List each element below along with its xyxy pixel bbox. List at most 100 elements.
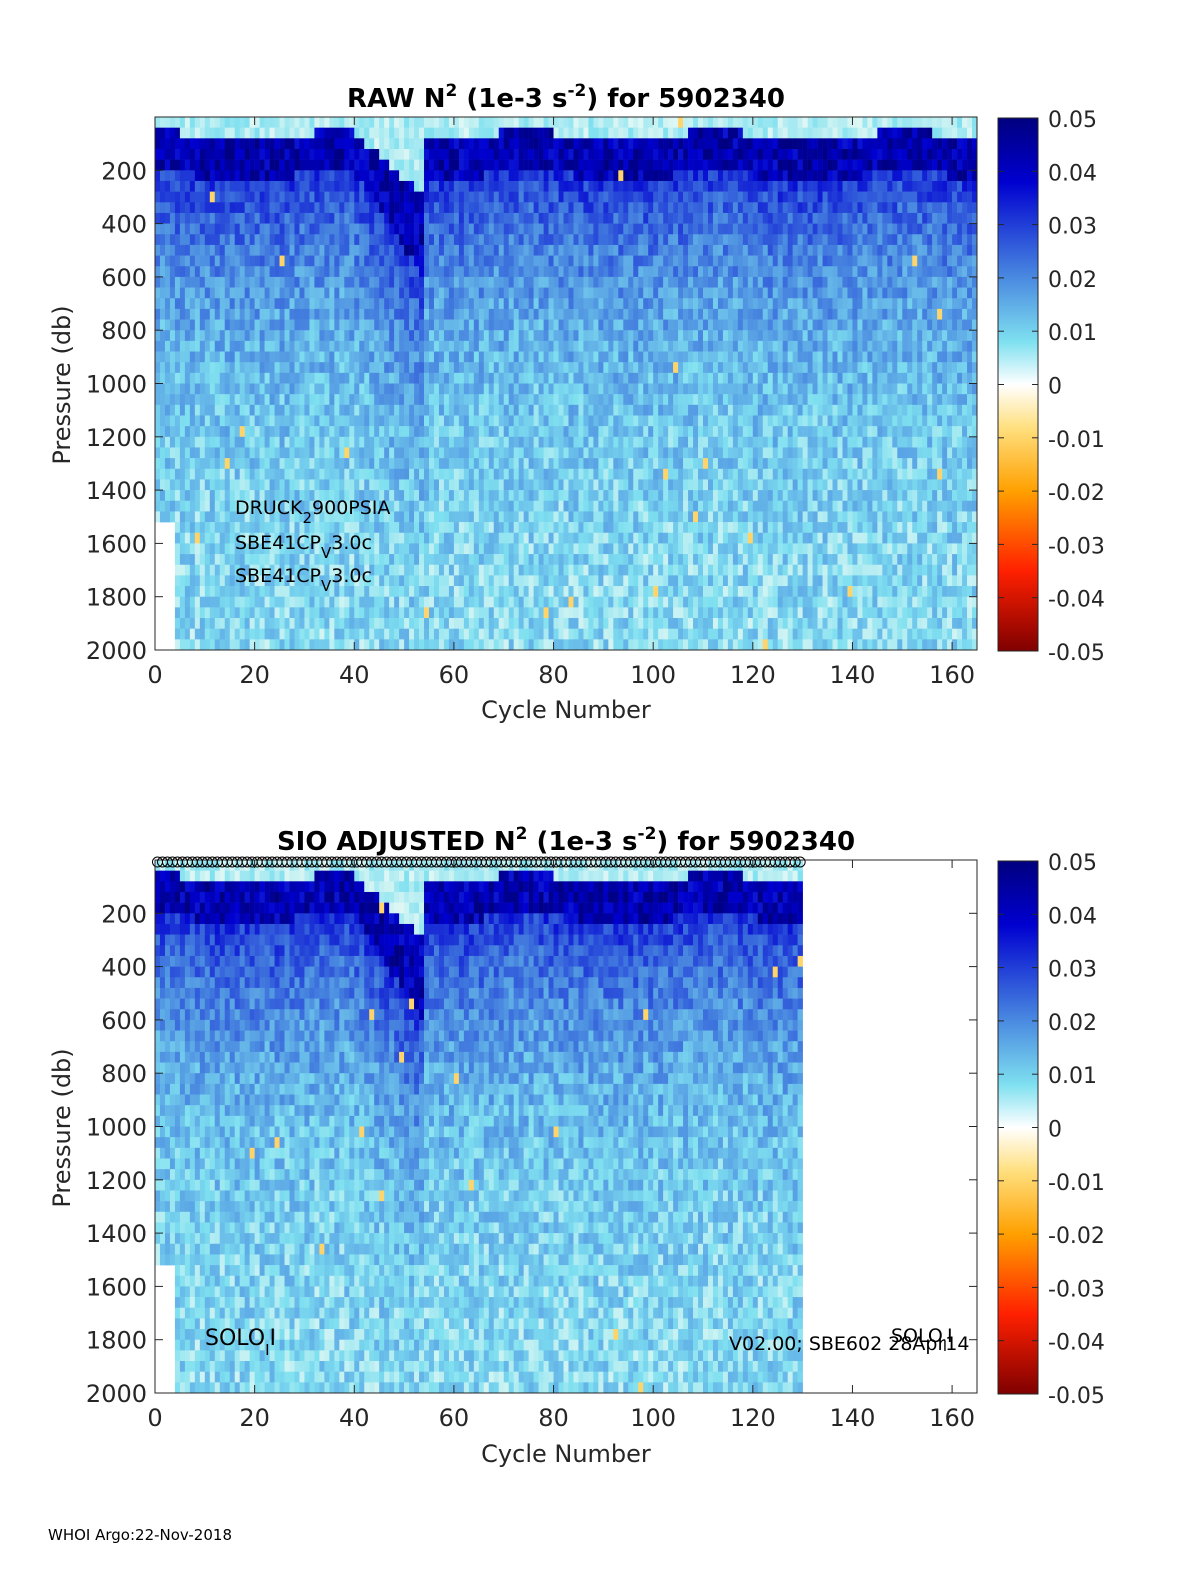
heatmap-cell — [488, 255, 495, 267]
heatmap-cell — [643, 298, 649, 310]
heatmap-cell — [324, 490, 330, 502]
heatmap-cell — [314, 596, 320, 608]
heatmap-cell — [279, 586, 285, 597]
heatmap-cell — [573, 564, 579, 576]
heatmap-cell — [414, 404, 420, 416]
heatmap-cell — [324, 117, 330, 128]
heatmap-cell — [204, 436, 211, 448]
heatmap-cell — [429, 458, 435, 470]
heatmap-cell — [448, 234, 455, 246]
heatmap-cell — [518, 500, 524, 512]
heatmap-cell — [558, 266, 564, 278]
heatmap-cell — [259, 500, 265, 512]
heatmap-cell — [468, 202, 475, 214]
heatmap-cell — [498, 202, 505, 214]
heatmap-cell — [523, 276, 529, 288]
heatmap-cell — [453, 308, 460, 320]
heatmap-cell — [548, 117, 554, 128]
heatmap-cell — [653, 170, 659, 182]
heatmap-cell — [284, 500, 290, 512]
heatmap-cell — [623, 426, 629, 438]
heatmap-cell — [483, 447, 490, 459]
heatmap-cell — [199, 298, 206, 310]
heatmap-cell — [239, 618, 245, 629]
heatmap-cell — [598, 117, 604, 128]
heatmap-cell — [608, 511, 614, 523]
heatmap-cell — [299, 490, 305, 502]
heatmap-cell — [155, 287, 161, 299]
heatmap-cell — [324, 170, 330, 182]
heatmap-cell — [214, 458, 221, 470]
heatmap-cell — [458, 148, 465, 160]
heatmap-cell — [344, 500, 350, 512]
heatmap-cell — [538, 500, 544, 512]
heatmap-cell — [523, 618, 529, 629]
heatmap-cell — [488, 298, 495, 310]
heatmap-cell — [369, 490, 375, 502]
heatmap-cell — [404, 543, 410, 555]
heatmap-cell — [553, 639, 559, 651]
heatmap-cell — [204, 490, 211, 502]
heatmap-cell — [319, 170, 325, 182]
heatmap-cell — [478, 586, 485, 597]
heatmap-cell — [453, 180, 460, 192]
heatmap-cell — [613, 117, 619, 128]
heatmap-cell — [329, 607, 335, 619]
heatmap-cell — [359, 618, 365, 629]
heatmap-cell — [419, 511, 425, 523]
heatmap-cell — [613, 276, 619, 288]
heatmap-cell — [189, 148, 196, 160]
heatmap-cell — [269, 276, 275, 288]
heatmap-cell — [424, 319, 430, 331]
heatmap-cell — [389, 202, 395, 214]
heatmap-cell — [563, 404, 569, 416]
heatmap-cell — [344, 447, 350, 459]
heatmap-cell — [279, 212, 285, 224]
heatmap-cell — [638, 127, 644, 139]
heatmap-cell — [443, 170, 450, 182]
heatmap-cell — [359, 319, 365, 331]
heatmap-cell — [503, 276, 510, 288]
heatmap-cell — [528, 138, 534, 150]
heatmap-cell — [364, 479, 370, 491]
heatmap-cell — [623, 330, 629, 342]
heatmap-cell — [628, 244, 634, 256]
heatmap-cell — [184, 618, 191, 629]
heatmap-cell — [309, 138, 315, 150]
heatmap-cell — [548, 458, 554, 470]
heatmap-cell — [324, 191, 330, 203]
heatmap-cell — [513, 308, 519, 320]
heatmap-cell — [404, 383, 410, 395]
heatmap-cell — [538, 522, 544, 534]
heatmap-cell — [269, 117, 275, 128]
heatmap-cell — [204, 362, 211, 374]
heatmap-cell — [558, 607, 564, 619]
heatmap-cell — [593, 458, 599, 470]
heatmap-cell — [643, 255, 649, 267]
heatmap-cell — [254, 223, 260, 235]
heatmap-cell — [438, 138, 445, 150]
heatmap-cell — [274, 308, 280, 320]
heatmap-cell — [419, 287, 425, 299]
heatmap-cell — [409, 628, 415, 640]
heatmap-cell — [498, 340, 505, 352]
heatmap-cell — [558, 394, 564, 406]
heatmap-cell — [209, 212, 216, 224]
heatmap-cell — [389, 394, 395, 406]
heatmap-cell — [414, 607, 420, 619]
heatmap-cell — [523, 202, 529, 214]
heatmap-cell — [184, 191, 191, 203]
heatmap-cell — [533, 244, 539, 256]
heatmap-cell — [573, 394, 579, 406]
heatmap-cell — [538, 586, 544, 597]
heatmap-cell — [234, 532, 240, 544]
heatmap-cell — [249, 117, 255, 128]
heatmap-cell — [199, 234, 206, 246]
heatmap-cell — [563, 500, 569, 512]
heatmap-cell — [324, 596, 330, 608]
heatmap-cell — [324, 394, 330, 406]
heatmap-cell — [309, 223, 315, 235]
heatmap-cell — [419, 148, 425, 160]
heatmap-cell — [204, 372, 211, 384]
heatmap-cell — [538, 170, 544, 182]
